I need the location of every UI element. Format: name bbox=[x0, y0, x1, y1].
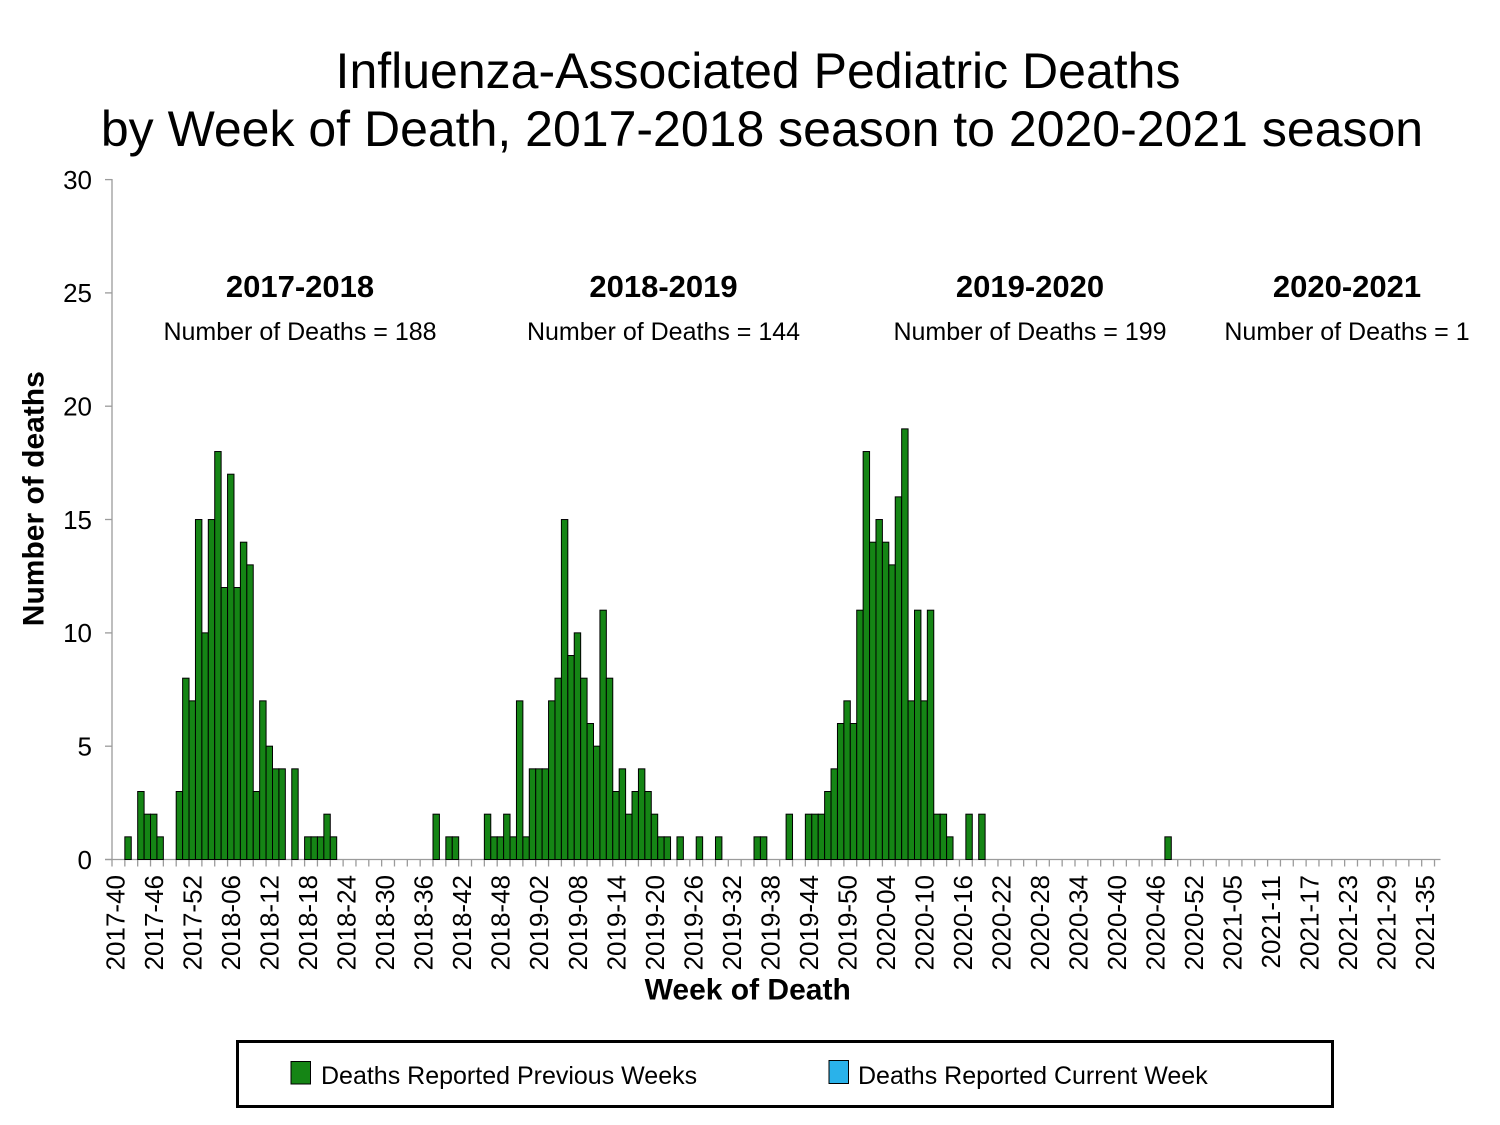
svg-text:5: 5 bbox=[78, 732, 92, 762]
svg-text:2020-46: 2020-46 bbox=[1141, 875, 1171, 970]
svg-text:2019-14: 2019-14 bbox=[601, 875, 631, 970]
svg-text:2017-46: 2017-46 bbox=[139, 875, 169, 970]
svg-text:2017-2018: 2017-2018 bbox=[226, 269, 374, 304]
svg-text:Number of Deaths = 188: Number of Deaths = 188 bbox=[163, 318, 436, 346]
svg-text:2018-48: 2018-48 bbox=[486, 875, 516, 970]
svg-text:2020-10: 2020-10 bbox=[909, 875, 939, 970]
svg-text:10: 10 bbox=[63, 618, 92, 648]
svg-text:2018-36: 2018-36 bbox=[409, 875, 439, 970]
svg-text:Deaths Reported Current Week: Deaths Reported Current Week bbox=[858, 1062, 1208, 1090]
svg-text:Number of Deaths = 1: Number of Deaths = 1 bbox=[1224, 318, 1469, 346]
svg-text:Number of Deaths = 144: Number of Deaths = 144 bbox=[527, 318, 800, 346]
svg-text:2018-2019: 2018-2019 bbox=[589, 269, 737, 304]
svg-text:2018-30: 2018-30 bbox=[370, 875, 400, 970]
svg-text:2020-22: 2020-22 bbox=[986, 875, 1016, 970]
svg-text:2020-52: 2020-52 bbox=[1179, 875, 1209, 970]
svg-text:2020-28: 2020-28 bbox=[1025, 875, 1055, 970]
svg-text:2019-20: 2019-20 bbox=[640, 875, 670, 970]
svg-text:2019-2020: 2019-2020 bbox=[956, 269, 1104, 304]
svg-text:2021-05: 2021-05 bbox=[1218, 875, 1248, 970]
svg-text:Number of Deaths = 199: Number of Deaths = 199 bbox=[893, 318, 1166, 346]
svg-text:2021-29: 2021-29 bbox=[1372, 875, 1402, 970]
svg-text:2019-08: 2019-08 bbox=[563, 875, 593, 970]
svg-text:2019-50: 2019-50 bbox=[832, 875, 862, 970]
svg-text:15: 15 bbox=[63, 505, 92, 535]
svg-text:2020-2021: 2020-2021 bbox=[1273, 269, 1421, 304]
svg-text:2019-32: 2019-32 bbox=[717, 875, 747, 970]
svg-text:2018-18: 2018-18 bbox=[293, 875, 323, 970]
svg-text:2020-34: 2020-34 bbox=[1064, 875, 1094, 970]
svg-text:2020-04: 2020-04 bbox=[871, 875, 901, 970]
svg-text:Number of deaths: Number of deaths bbox=[18, 371, 51, 626]
svg-text:Influenza-Associated Pediatric: Influenza-Associated Pediatric Deaths bbox=[336, 43, 1181, 99]
svg-text:2019-44: 2019-44 bbox=[794, 875, 824, 970]
svg-text:20: 20 bbox=[63, 392, 92, 422]
svg-text:2021-35: 2021-35 bbox=[1410, 875, 1440, 970]
svg-text:2019-38: 2019-38 bbox=[755, 875, 785, 970]
svg-text:2018-06: 2018-06 bbox=[216, 875, 246, 970]
svg-text:2021-11: 2021-11 bbox=[1256, 875, 1286, 969]
svg-text:2021-17: 2021-17 bbox=[1295, 875, 1325, 970]
svg-text:2017-40: 2017-40 bbox=[101, 875, 131, 970]
svg-text:30: 30 bbox=[63, 165, 92, 195]
svg-text:2018-24: 2018-24 bbox=[332, 875, 362, 970]
svg-text:2017-52: 2017-52 bbox=[178, 875, 208, 970]
svg-text:2019-26: 2019-26 bbox=[678, 875, 708, 970]
svg-text:2021-23: 2021-23 bbox=[1333, 875, 1363, 970]
svg-text:2020-40: 2020-40 bbox=[1102, 875, 1132, 970]
svg-text:2020-16: 2020-16 bbox=[948, 875, 978, 970]
svg-text:2018-12: 2018-12 bbox=[255, 875, 285, 970]
svg-text:by Week of Death, 2017-2018 se: by Week of Death, 2017-2018 season to 20… bbox=[101, 101, 1423, 157]
svg-text:Week of Death: Week of Death bbox=[645, 974, 851, 1007]
svg-text:2019-02: 2019-02 bbox=[524, 875, 554, 970]
svg-text:2018-42: 2018-42 bbox=[447, 875, 477, 970]
svg-text:0: 0 bbox=[78, 845, 92, 875]
svg-text:Deaths Reported Previous Weeks: Deaths Reported Previous Weeks bbox=[321, 1062, 697, 1090]
svg-text:25: 25 bbox=[63, 278, 92, 308]
